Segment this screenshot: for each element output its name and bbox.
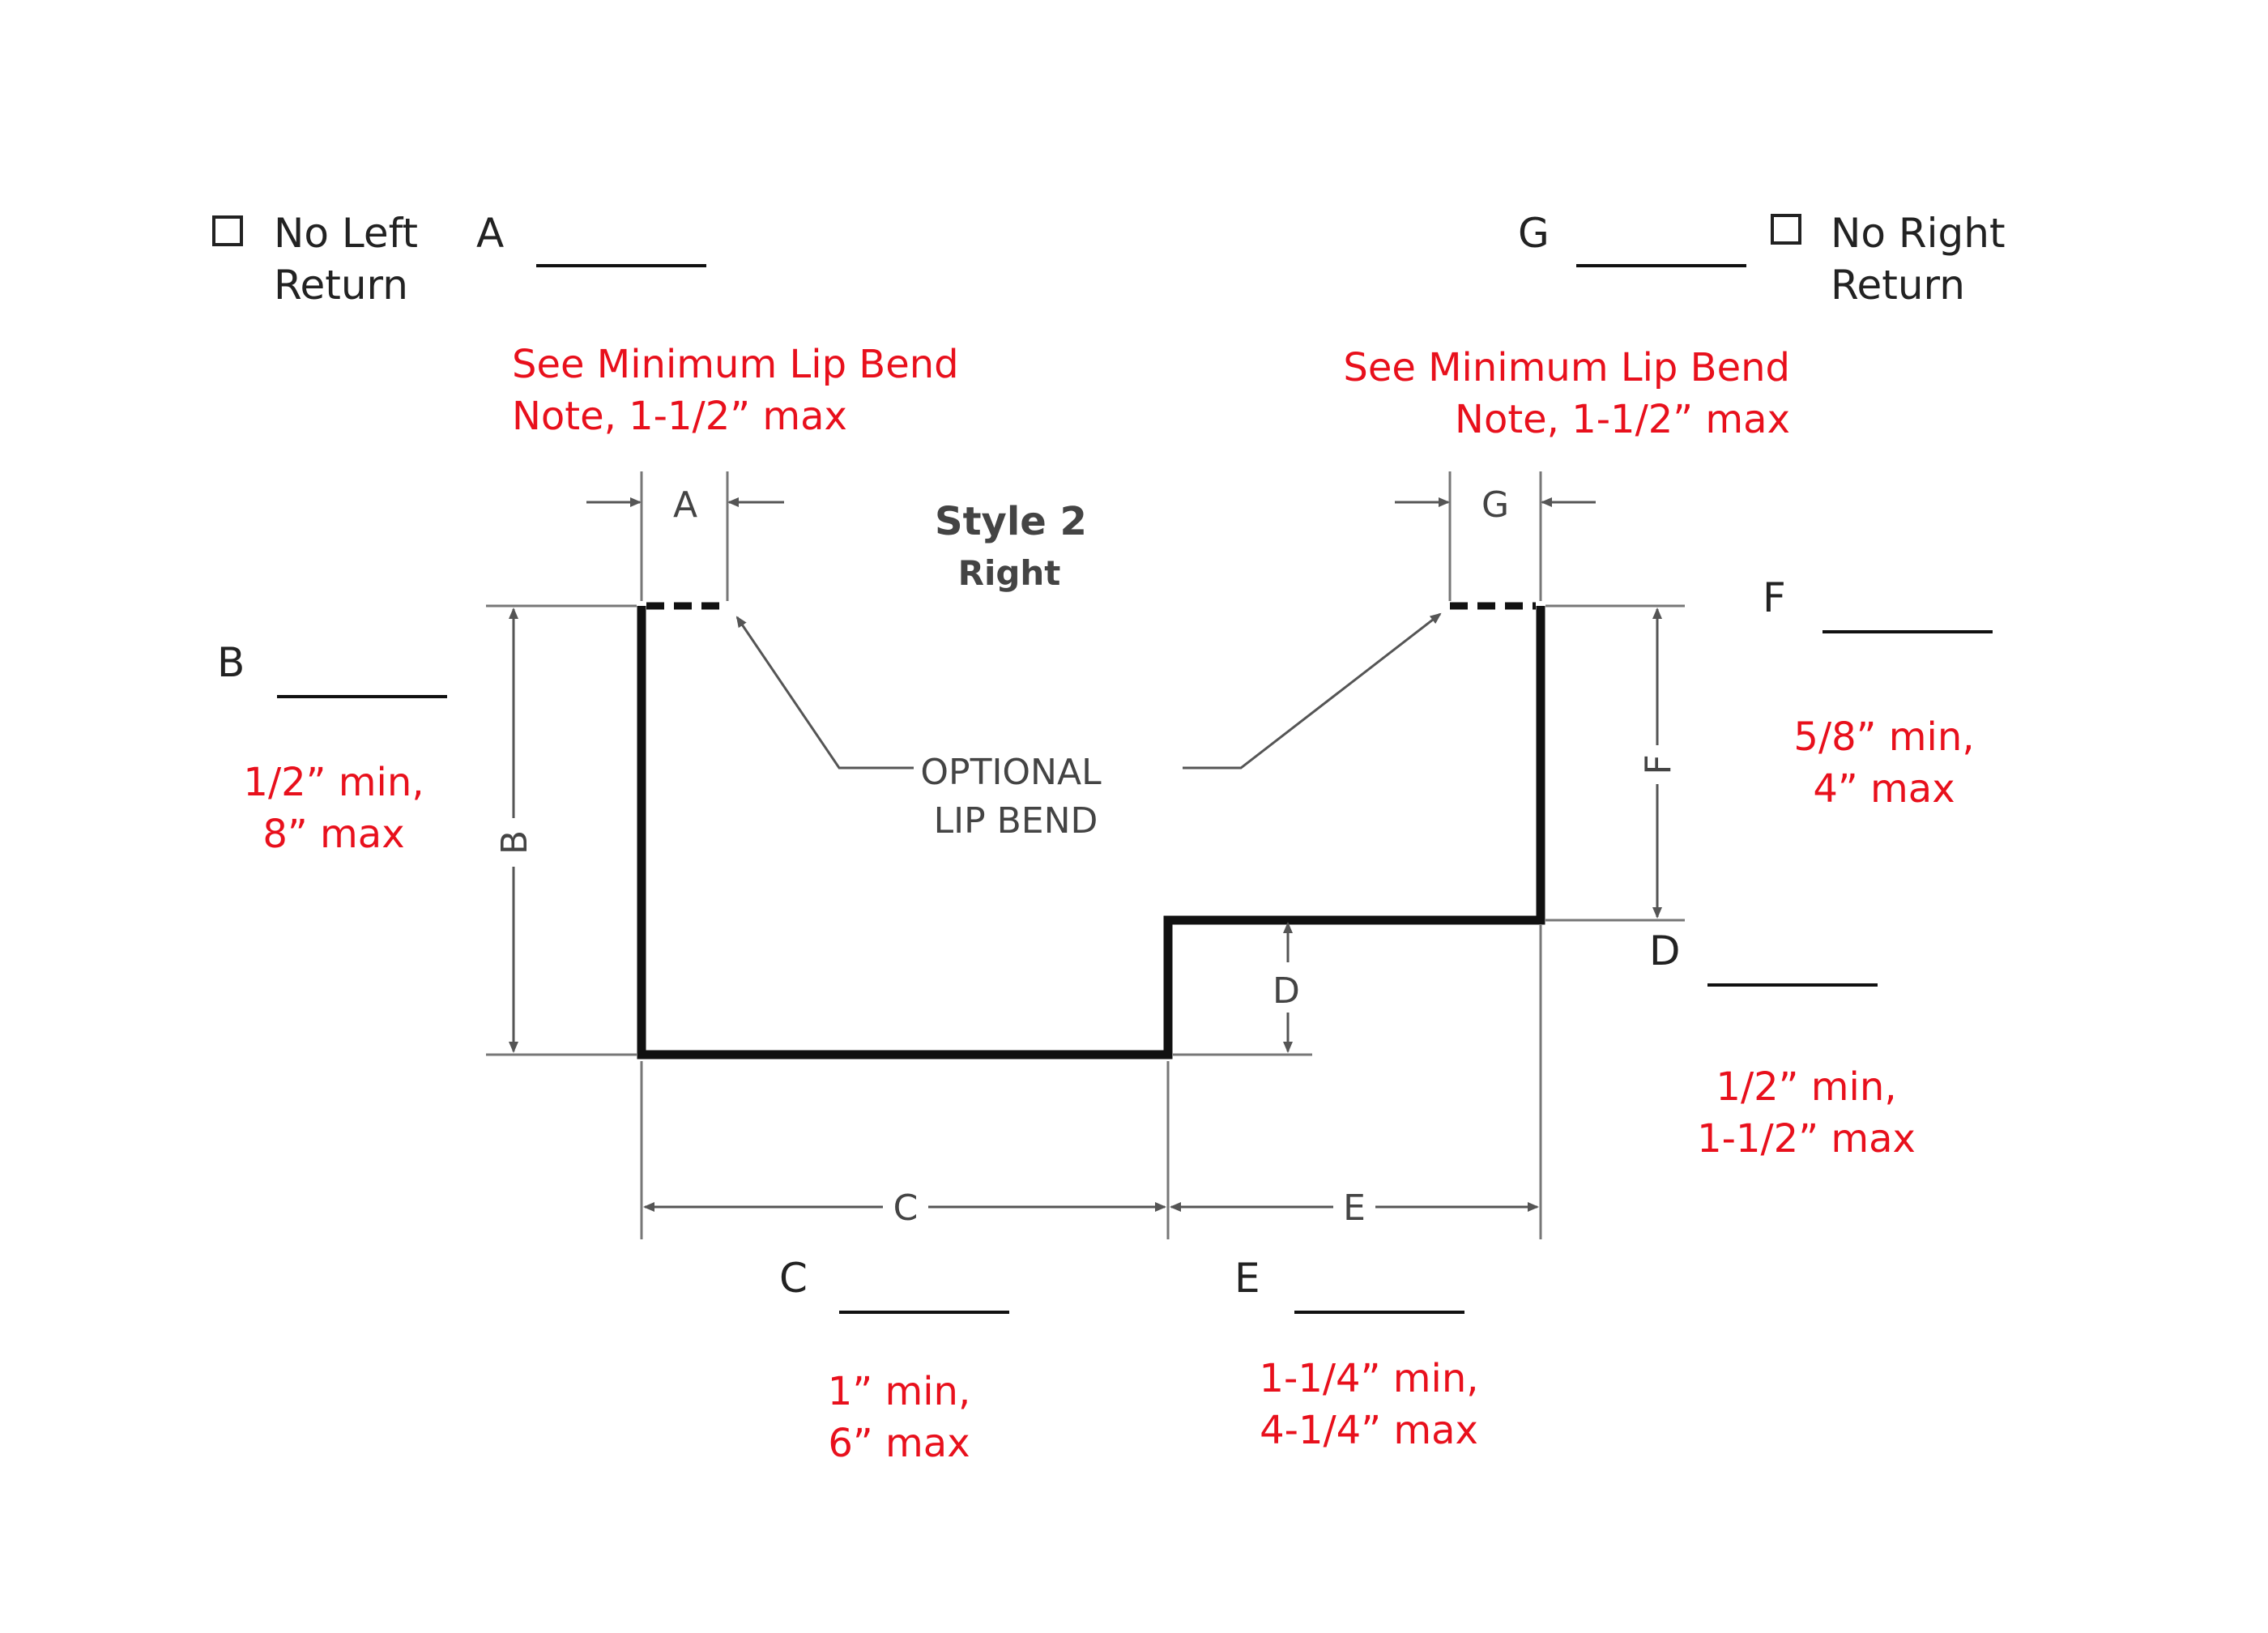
dim-label-d: D (1273, 970, 1300, 1012)
no-right-return-label-line2: Return (1831, 262, 1965, 309)
field-c-note-line2: 6” max (828, 1421, 970, 1466)
dim-label-a: A (673, 484, 697, 526)
no-right-return-checkbox[interactable] (1771, 214, 1801, 245)
field-a-input[interactable] (536, 264, 706, 267)
field-c-note-line1: 1” min, (827, 1369, 971, 1414)
field-a-label: A (476, 210, 505, 257)
no-right-return-label-line1: No Right (1831, 210, 2006, 257)
dim-label-b: B (494, 830, 535, 855)
field-f-input[interactable] (1823, 630, 1993, 633)
field-f-note-line1: 5/8” min, (1793, 714, 1975, 760)
field-e-label: E (1234, 1255, 1260, 1302)
field-g-label: G (1518, 210, 1550, 257)
left-lip-note-line1: See Minimum Lip Bend (512, 342, 959, 387)
no-left-return-checkbox[interactable] (212, 215, 243, 246)
right-lip-note-line2: Note, 1-1/2” max (1455, 397, 1790, 442)
dim-label-c: C (893, 1187, 919, 1229)
field-f-label: F (1763, 574, 1786, 621)
dim-label-e: E (1343, 1187, 1366, 1229)
style-subtitle: Right (958, 553, 1061, 593)
field-b-label: B (217, 639, 245, 686)
dim-label-f: F (1638, 754, 1679, 774)
no-left-return-label-line2: Return (274, 262, 408, 309)
dim-label-g: G (1481, 484, 1509, 526)
field-b-note-line2: 8” max (262, 812, 405, 857)
field-d-note-line2: 1-1/2” max (1697, 1116, 1916, 1162)
field-d-note-line1: 1/2” min, (1716, 1064, 1897, 1110)
field-d-input[interactable] (1707, 983, 1878, 987)
field-e-note-line2: 4-1/4” max (1260, 1408, 1478, 1453)
field-b-input[interactable] (277, 695, 447, 698)
no-left-return-label-line1: No Left (274, 210, 418, 257)
profile-outline (637, 606, 1545, 1060)
field-d-label: D (1649, 927, 1681, 974)
optional-label-line2: LIP BEND (934, 800, 1098, 842)
right-lip-note-line1: See Minimum Lip Bend (1343, 345, 1790, 390)
field-c-input[interactable] (839, 1311, 1009, 1314)
field-e-note-line1: 1-1/4” min, (1259, 1356, 1479, 1401)
style-title: Style 2 (935, 499, 1087, 544)
left-lip-note-line2: Note, 1-1/2” max (512, 394, 847, 439)
field-e-input[interactable] (1294, 1311, 1464, 1314)
lip-bend-leaders (735, 612, 1442, 770)
field-g-input[interactable] (1576, 264, 1746, 267)
extension-lines (486, 471, 1685, 1239)
optional-label-line1: OPTIONAL (920, 752, 1102, 793)
field-c-label: C (779, 1255, 808, 1302)
field-b-note-line1: 1/2” min, (243, 760, 424, 805)
field-f-note-line2: 4” max (1813, 766, 1955, 812)
dimension-lines (509, 497, 1662, 1212)
